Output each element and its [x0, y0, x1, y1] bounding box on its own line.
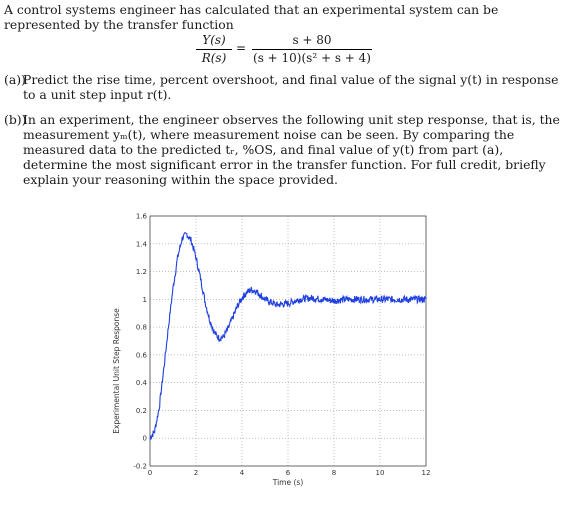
y-tick-label: 0.6	[136, 351, 148, 359]
y-tick-label: 1.2	[136, 268, 147, 276]
y-tick-label: 0.2	[136, 407, 147, 415]
y-tick-label: 1.6	[136, 213, 148, 221]
part-b-label: (b))	[4, 112, 27, 127]
x-tick-label: 4	[240, 469, 245, 477]
y-tick-label: -0.2	[133, 463, 147, 471]
part-a-text: Predict the rise time, percent overshoot…	[23, 72, 559, 102]
step-response-line	[149, 232, 427, 440]
equation-rhs-denominator: (s + 10)(s² + s + 4)	[253, 51, 371, 65]
chart-ticks: 0 2 4 6 8 10 12-0.200.20.40.60.811.21.41.6	[133, 213, 430, 478]
x-tick-label: 0	[148, 469, 152, 477]
transfer-function-equation: Y(s) R(s) = s + 80 (s + 10)(s² + s + 4)	[196, 33, 376, 67]
equation-lhs-fraction-bar	[196, 49, 232, 50]
equation-lhs-denominator: R(s)	[201, 51, 227, 65]
equation-rhs-fraction-bar	[252, 49, 372, 50]
y-tick-label: 0.8	[136, 324, 147, 332]
part-a-label: (a))	[4, 72, 26, 87]
equation-lhs-numerator: Y(s)	[202, 33, 226, 47]
equation-rhs-numerator: s + 80	[292, 33, 332, 47]
x-tick-label: 8	[332, 469, 336, 477]
x-tick-label: 6	[286, 469, 291, 477]
x-tick-label: 12	[422, 469, 431, 477]
x-tick-label: 2	[194, 469, 198, 477]
equation-equals-sign: =	[236, 41, 247, 55]
y-tick-label: 0	[143, 435, 147, 443]
part-b-text: In an experiment, the engineer observes …	[23, 112, 560, 187]
y-axis-label: Experimental Unit Step Response	[112, 308, 121, 434]
x-axis-label: Time (s)	[272, 478, 304, 487]
x-tick-label: 10	[376, 469, 385, 477]
problem-intro: A control systems engineer has calculate…	[4, 2, 499, 32]
y-tick-label: 1	[143, 296, 147, 304]
y-tick-label: 0.4	[136, 379, 148, 387]
plot-frame	[149, 215, 427, 467]
y-tick-label: 1.4	[136, 240, 148, 248]
chart-grid	[150, 216, 426, 466]
